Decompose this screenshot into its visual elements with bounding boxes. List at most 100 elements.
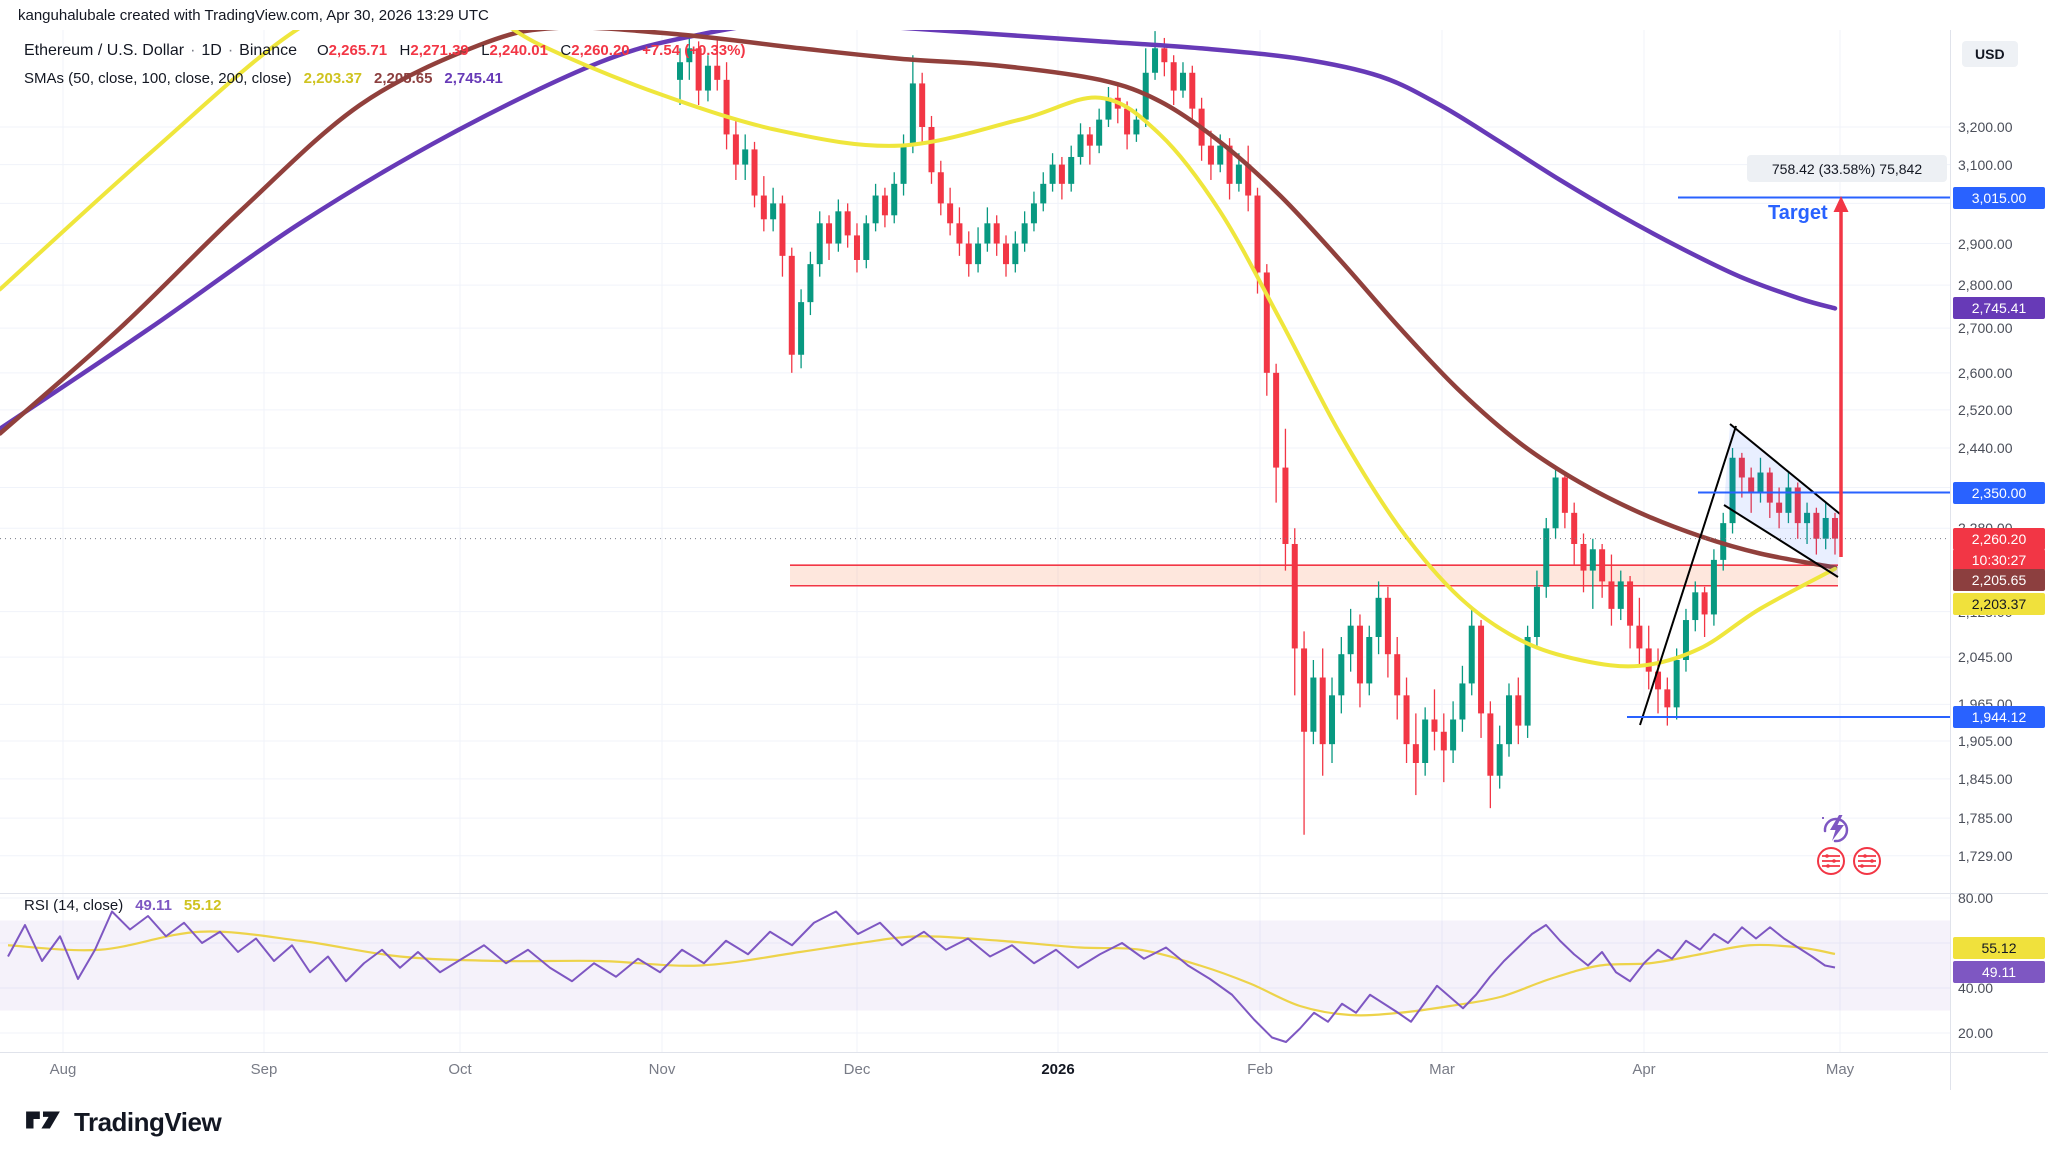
close-value: 2,260.20 (571, 42, 630, 59)
candle-body (1627, 581, 1634, 626)
candle-body (1757, 472, 1764, 493)
low-label: L (481, 42, 490, 59)
sma50-legend-value: 2,203.37 (303, 70, 363, 87)
price-tick-label: 2,600.00 (1958, 364, 2013, 381)
time-axis[interactable] (0, 1052, 2048, 1090)
target-text-annotation[interactable]: Target (1768, 202, 1828, 224)
support-zone-band[interactable] (790, 564, 1838, 587)
pane-separator[interactable] (0, 893, 2048, 894)
rsi-tick-label: 20.00 (1958, 1025, 1994, 1041)
candle-body (788, 255, 795, 355)
candle-body (1580, 543, 1587, 571)
candle-body (1608, 581, 1615, 609)
rsi-ma-legend-value: 55.12 (183, 897, 222, 914)
rsi-pane[interactable] (0, 893, 1950, 1052)
x-axis-label: 2026 (1041, 1061, 1075, 1078)
candle-body (1263, 272, 1270, 373)
measure-tool-label[interactable]: 758.42 (33.58%) 75,842 (1747, 155, 1947, 182)
candle-body (1664, 689, 1671, 708)
candle-body (798, 302, 805, 355)
candle-body (807, 264, 814, 303)
candle-body (1710, 559, 1717, 615)
price-tick-label: 1,729.00 (1958, 847, 2013, 864)
symbol-legend[interactable]: Ethereum / U.S. Dollar · 1D · Binance O2… (24, 42, 745, 60)
candle-body (853, 235, 860, 260)
interval-label: 1D (201, 42, 222, 59)
lightning-sticker-icon[interactable] (1818, 810, 1854, 851)
price-chart[interactable] (0, 30, 1950, 893)
candle-body (723, 79, 730, 135)
candle-body (928, 127, 935, 173)
candle-body (1673, 659, 1680, 708)
abacus-sticker-icon[interactable] (1852, 846, 1882, 881)
candle-body (1319, 677, 1326, 745)
x-axis-label: Feb (1247, 1061, 1273, 1078)
sma-200-line[interactable] (0, 30, 1838, 432)
candle-body (1254, 195, 1261, 273)
support-level-badge: 1,944.12 (1953, 705, 2045, 728)
candle-body (1524, 636, 1531, 726)
candle-body (975, 243, 982, 265)
candle-body (1384, 597, 1391, 655)
candle-body (1086, 134, 1093, 146)
price-tick-label: 2,800.00 (1958, 277, 2013, 294)
meta-bar: kanguhalubale created with TradingView.c… (18, 0, 489, 30)
candle-body (965, 243, 972, 265)
change-value: +7.54 (+0.33%) (642, 42, 746, 59)
open-label: O (317, 42, 329, 59)
candle-body (1617, 581, 1624, 609)
x-axis-label: Aug (49, 1061, 77, 1078)
x-axis-label: Apr (1632, 1061, 1656, 1078)
rsi-ma-value-badge: 55.12 (1953, 936, 2045, 959)
tradingview-logo[interactable] (24, 1101, 62, 1144)
candle-body (1813, 512, 1820, 539)
candle-body (1748, 477, 1755, 493)
sma-50-line[interactable] (0, 30, 1837, 669)
rsi-legend[interactable]: RSI (14, close) 49.11 55.12 (24, 897, 221, 914)
candle-body (760, 195, 767, 220)
candle-body (1459, 683, 1466, 720)
sma-100-line[interactable] (0, 30, 1838, 570)
rsi-legend-value: 49.11 (135, 897, 172, 914)
bull-flag-drawing[interactable] (1639, 423, 1841, 726)
rsi-line[interactable] (7, 910, 1836, 1043)
candle-body (1030, 203, 1037, 224)
candle-body (1701, 592, 1708, 615)
sma200-legend-value: 2,745.41 (444, 70, 503, 87)
candle-body (984, 223, 991, 244)
candle-body (1207, 145, 1214, 165)
candle-body (732, 134, 739, 165)
sma-legend[interactable]: SMAs (50, close, 100, close, 200, close)… (24, 70, 503, 87)
rsi-tick-label: 40.00 (1958, 980, 1994, 996)
price-tick-label: 3,200.00 (1958, 119, 2013, 135)
candle-body (1329, 695, 1336, 745)
candlestick-series (677, 31, 1838, 835)
price-tick-label: 2,700.00 (1958, 320, 2013, 337)
price-axis-border (1950, 30, 1951, 1090)
candle-body (1561, 477, 1568, 513)
ohlc-values: O2,265.71 H2,271.39 L2,240.01 C2,260.20 … (309, 42, 745, 60)
price-tick-label: 1,845.00 (1958, 770, 2013, 787)
candle-body (1245, 164, 1252, 196)
candle-body (1058, 164, 1065, 184)
price-tick-label: 2,440.00 (1958, 440, 2013, 456)
abacus-sticker-icon[interactable] (1816, 846, 1846, 881)
rsi-ma-line[interactable] (7, 930, 1836, 1017)
candle-body (1179, 72, 1186, 91)
candle-body (1468, 625, 1475, 684)
price-tick-label: 2,900.00 (1958, 235, 2013, 252)
target-arrow[interactable] (1833, 196, 1849, 557)
axis-currency-button[interactable]: USD (1962, 41, 2018, 67)
rsi-legend-label: RSI (14, close) (24, 897, 124, 914)
candle-body (704, 65, 711, 91)
candle-body (1282, 467, 1289, 544)
x-axis-label: Nov (648, 1061, 676, 1078)
brand-name[interactable]: TradingView (74, 1106, 222, 1137)
candle-body (1105, 97, 1112, 120)
candle-body (1496, 744, 1503, 776)
candle-body (1804, 512, 1811, 524)
candle-body (909, 83, 916, 146)
candle-body (891, 183, 898, 216)
candle-body (770, 203, 777, 220)
candle-body (1645, 648, 1652, 672)
